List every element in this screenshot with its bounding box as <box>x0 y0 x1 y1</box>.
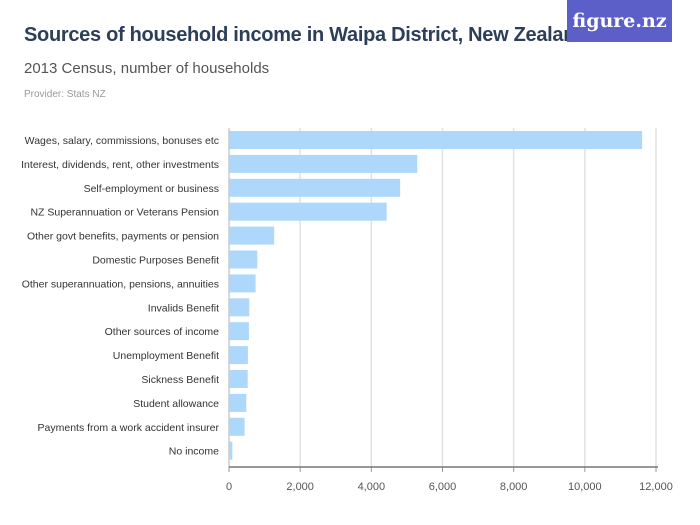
bar <box>229 322 249 341</box>
bar <box>229 250 258 269</box>
bar <box>229 274 256 293</box>
category-label: Invalids Benefit <box>148 302 219 314</box>
chart-subtitle: 2013 Census, number of households <box>24 60 270 77</box>
bar <box>229 131 643 149</box>
category-label: Unemployment Benefit <box>113 350 219 362</box>
provider-label: Provider: Stats NZ <box>24 89 106 100</box>
category-label: Payments from a work accident insurer <box>38 422 220 434</box>
bar <box>229 346 248 365</box>
bar <box>229 226 275 245</box>
figure-nz-logo[interactable]: figure.nz <box>567 0 672 42</box>
bar <box>229 154 418 173</box>
category-label: Other superannuation, pensions, annuitie… <box>22 278 219 290</box>
x-tick-label: 0 <box>226 481 232 493</box>
bar <box>229 178 401 197</box>
category-label: Wages, salary, commissions, bonuses etc <box>25 135 219 147</box>
chart-title: Sources of household income in Waipa Dis… <box>24 24 588 46</box>
x-tick-label: 8,000 <box>500 481 528 493</box>
x-tick-label: 10,000 <box>568 481 602 493</box>
x-tick-label: 6,000 <box>429 481 457 493</box>
category-label: Self-employment or business <box>84 183 219 195</box>
category-label: Sickness Benefit <box>141 374 219 386</box>
category-label: Interest, dividends, rent, other investm… <box>21 159 219 171</box>
bar <box>229 441 233 460</box>
category-label: Student allowance <box>133 398 219 410</box>
x-tick-label: 2,000 <box>286 481 314 493</box>
bar <box>229 202 387 221</box>
bar <box>229 370 248 388</box>
category-label: Other govt benefits, payments or pension <box>27 231 219 243</box>
category-label: Other sources of income <box>105 326 220 338</box>
bar <box>229 393 247 412</box>
bar <box>229 298 250 317</box>
x-tick-label: 12,000 <box>639 481 673 493</box>
x-tick-label: 4,000 <box>358 481 386 493</box>
category-label: No income <box>169 446 219 458</box>
category-label: NZ Superannuation or Veterans Pension <box>30 207 219 219</box>
category-label: Domestic Purposes Benefit <box>92 255 219 267</box>
bar <box>229 417 245 436</box>
